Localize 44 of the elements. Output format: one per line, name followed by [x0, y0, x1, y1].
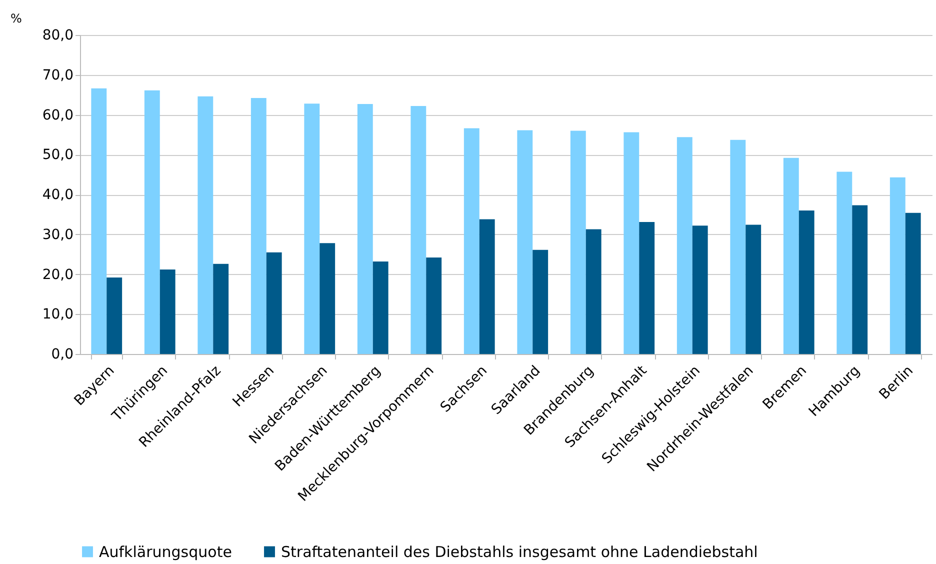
bar	[852, 205, 868, 354]
bar	[783, 158, 799, 354]
bar	[746, 224, 762, 354]
bar	[106, 277, 122, 354]
bar	[144, 90, 160, 354]
bar	[464, 128, 480, 354]
bar	[479, 219, 495, 354]
bar	[372, 261, 388, 354]
y-tick-label: 70,0	[42, 67, 74, 84]
bar	[250, 98, 266, 354]
bar	[798, 210, 814, 354]
bar	[532, 250, 548, 354]
bar	[890, 177, 906, 354]
bar	[320, 243, 336, 354]
y-tick-label: 30,0	[42, 226, 74, 243]
y-tick-label: 80,0	[42, 28, 74, 44]
bar	[266, 252, 282, 354]
bar	[160, 269, 176, 354]
bar	[836, 172, 852, 354]
y-tick-label: 0,0	[51, 346, 74, 362]
bar	[198, 96, 214, 354]
bar	[676, 137, 692, 354]
bar	[410, 106, 426, 354]
bar	[692, 226, 708, 354]
bar	[570, 130, 586, 354]
bar	[730, 140, 746, 354]
y-tick-label: 50,0	[42, 147, 74, 164]
y-tick-label: 40,0	[42, 187, 74, 203]
bar	[639, 222, 655, 354]
bar	[213, 264, 229, 354]
bar	[905, 212, 921, 354]
y-axis-title: %	[10, 12, 22, 26]
y-tick-label: 10,0	[42, 306, 74, 323]
legend-label: Straftatenanteil des Diebstahls insgesamt ohne Ladendiebstahl	[281, 542, 758, 561]
bar	[586, 229, 602, 354]
y-tick-label: 20,0	[42, 266, 74, 283]
bar	[624, 132, 640, 354]
legend-label: Aufklärungsquote	[99, 542, 232, 561]
bar	[304, 104, 320, 354]
bar	[517, 130, 533, 354]
bar	[91, 88, 107, 354]
bar	[357, 104, 373, 354]
y-tick-label: 60,0	[42, 107, 74, 124]
bar	[426, 258, 442, 354]
